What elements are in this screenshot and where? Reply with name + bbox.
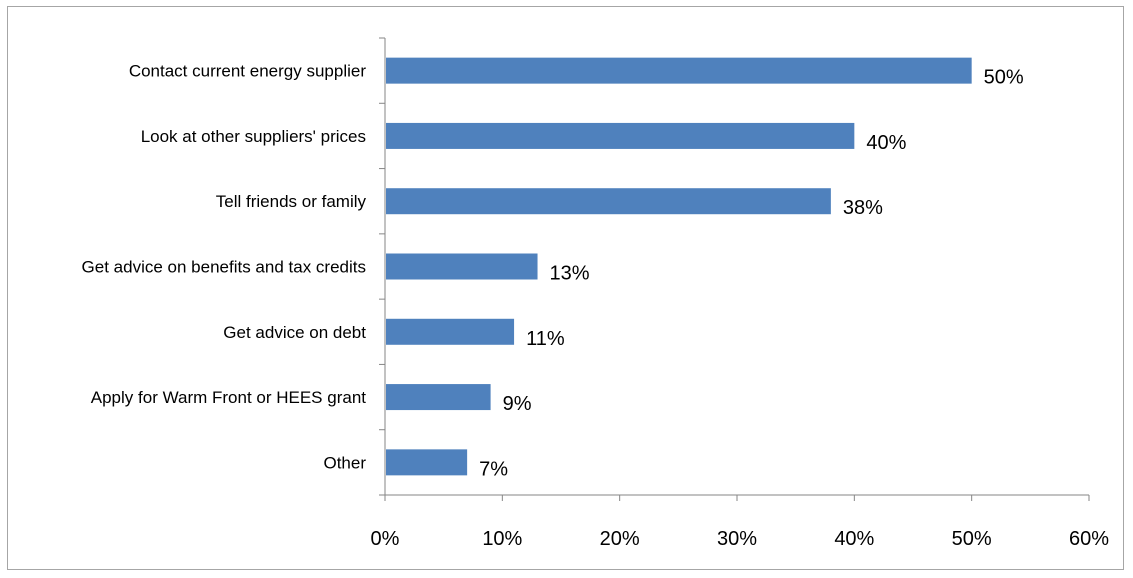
data-label-0: 50% xyxy=(984,67,1024,89)
bar-0 xyxy=(386,57,972,84)
x-tick-label-1: 10% xyxy=(482,528,522,550)
category-label-1: Look at other suppliers' prices xyxy=(141,127,366,146)
bar-3 xyxy=(386,253,538,280)
data-label-4: 11% xyxy=(526,328,565,350)
x-tick-label-2: 20% xyxy=(600,528,640,550)
category-label-3: Get advice on benefits and tax credits xyxy=(82,258,366,277)
labels-layer: Contact current energy supplier 50% Look a… xyxy=(82,62,1110,550)
category-label-2: Tell friends or family xyxy=(216,192,367,211)
x-tick-label-3: 30% xyxy=(717,528,757,550)
category-label-6: Other xyxy=(323,453,366,472)
data-label-5: 9% xyxy=(503,393,532,415)
x-tick-label-5: 50% xyxy=(952,528,992,550)
category-label-4: Get advice on debt xyxy=(223,323,366,342)
x-tick-label-6: 60% xyxy=(1069,528,1109,550)
bars-layer xyxy=(386,57,972,476)
data-label-1: 40% xyxy=(866,132,906,154)
bar-4 xyxy=(386,318,515,345)
data-label-2: 38% xyxy=(843,197,883,219)
x-tick-label-4: 40% xyxy=(834,528,874,550)
category-label-0: Contact current energy supplier xyxy=(129,62,367,81)
axis-layer xyxy=(379,37,1090,501)
bar-5 xyxy=(386,384,491,411)
bar-6 xyxy=(386,449,468,476)
data-label-3: 13% xyxy=(550,263,590,285)
category-label-5: Apply for Warm Front or HEES grant xyxy=(91,388,367,407)
bar-1 xyxy=(386,122,855,149)
x-tick-label-0: 0% xyxy=(371,528,400,550)
bar-2 xyxy=(386,188,831,215)
chart-frame xyxy=(7,6,1124,570)
data-label-6: 7% xyxy=(479,458,508,480)
